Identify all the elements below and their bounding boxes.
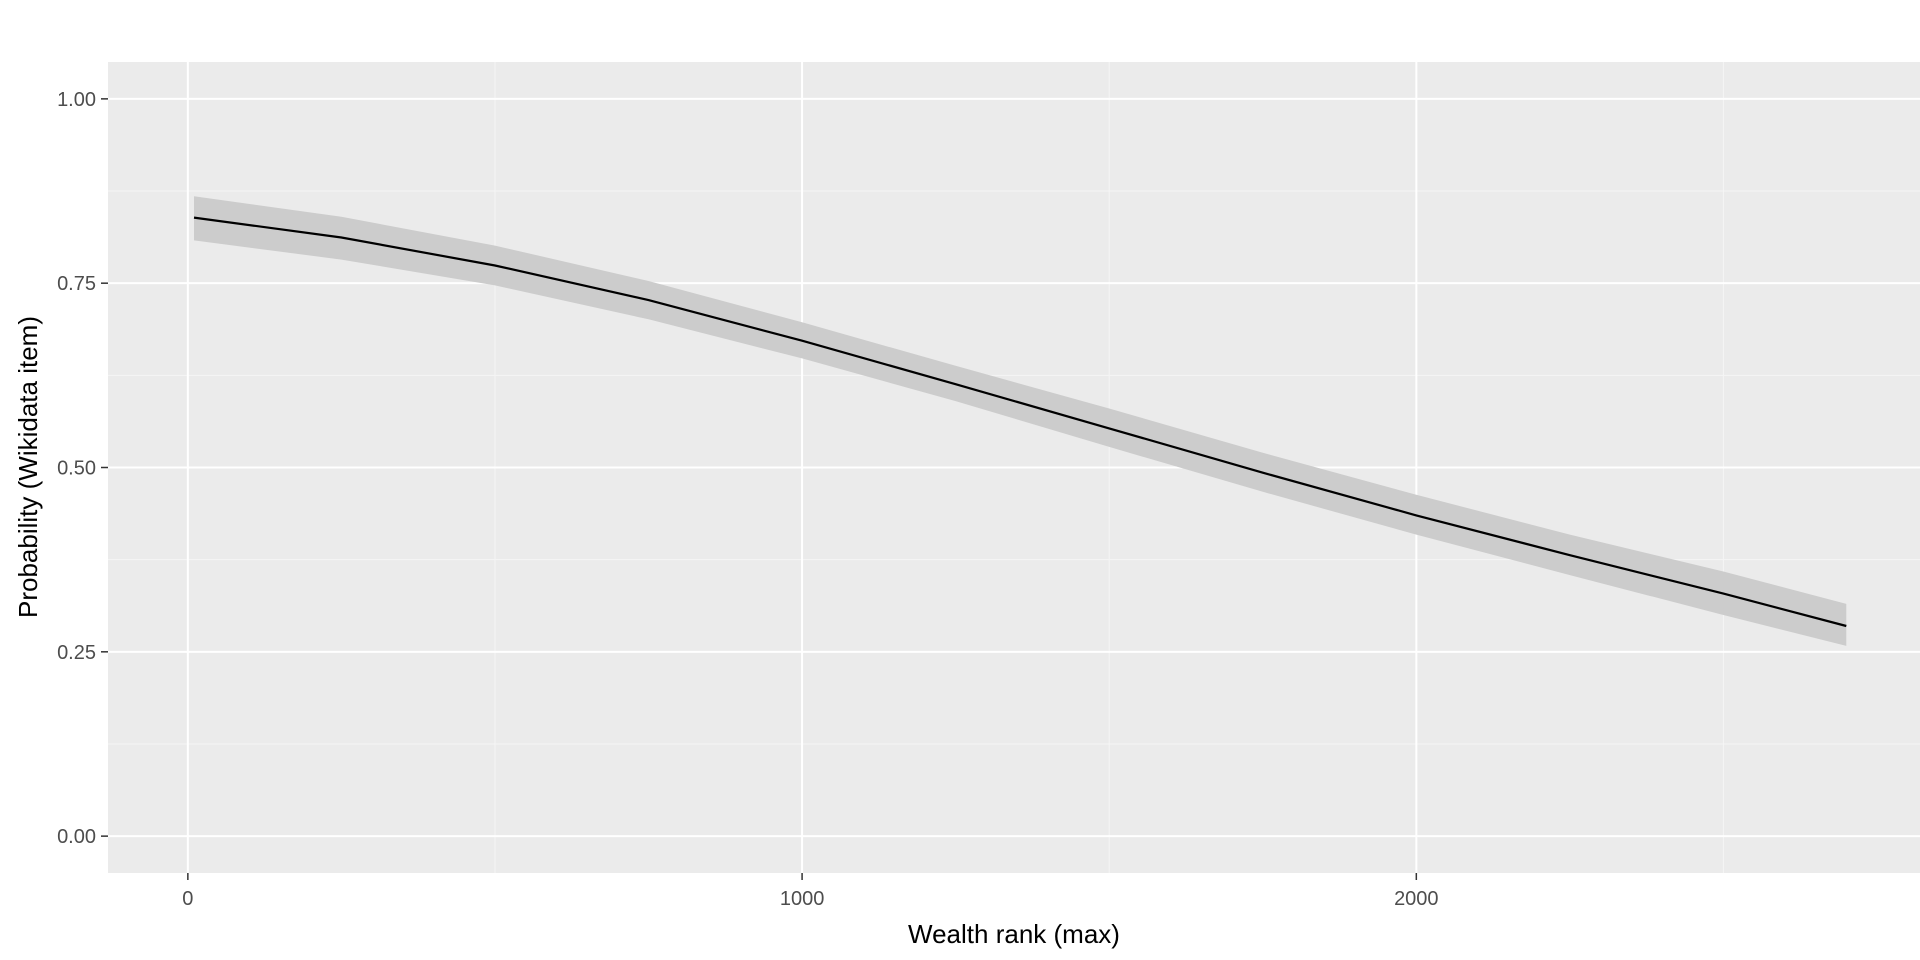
x-axis-title: Wealth rank (max) bbox=[908, 919, 1120, 949]
y-tick-label: 1.00 bbox=[57, 89, 96, 111]
x-tick-label: 1000 bbox=[780, 888, 825, 910]
y-tick-label: 0.50 bbox=[57, 458, 96, 480]
confidence-ribbon bbox=[194, 196, 1847, 646]
x-tick-label: 2000 bbox=[1394, 888, 1439, 910]
y-tick-label: 0.25 bbox=[57, 642, 96, 664]
series-layer bbox=[193, 196, 1847, 646]
y-axis-title: Probability (Wikidata item) bbox=[13, 316, 43, 618]
axes-layer: 0.00 0.25 0.50 0.75 1.00 0 1000 2000 bbox=[57, 89, 1439, 910]
x-tick-label: 0 bbox=[182, 888, 193, 910]
major-grid bbox=[108, 62, 1920, 873]
y-tick-label: 0.00 bbox=[57, 826, 96, 848]
series-line bbox=[193, 216, 1847, 628]
y-tick-label: 0.75 bbox=[57, 273, 96, 295]
